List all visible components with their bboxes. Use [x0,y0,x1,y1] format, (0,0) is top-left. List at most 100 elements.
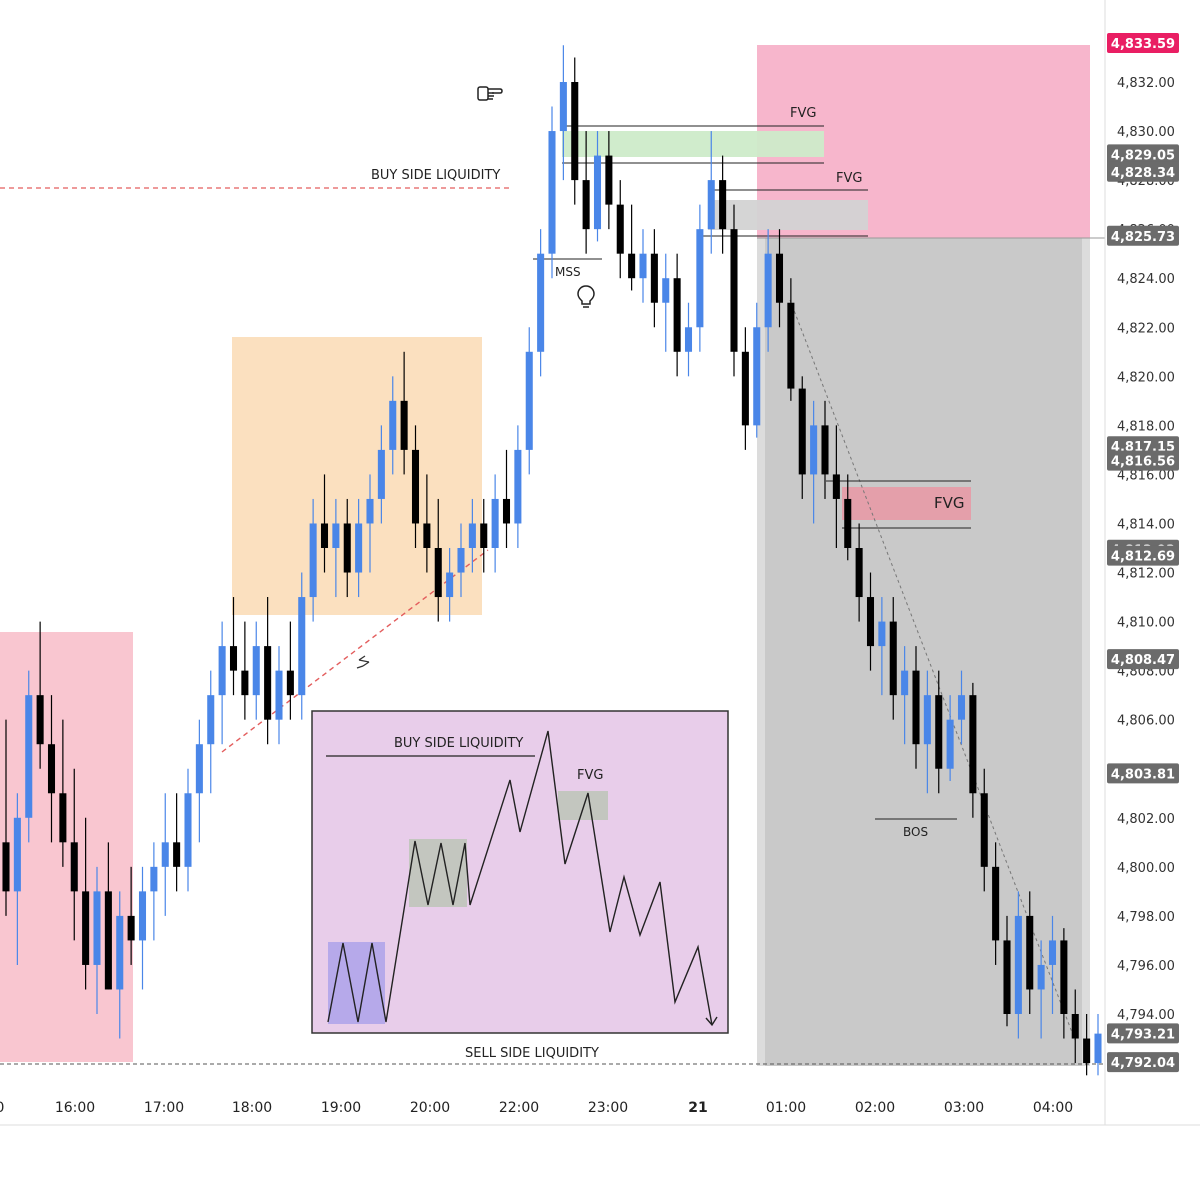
price-badge-label: 4,829.05 [1111,148,1175,163]
price-badge-label: 4,792.04 [1111,1056,1175,1071]
candle [684,302,693,377]
inset-price-path [327,730,713,1026]
candle [1037,940,1045,1039]
candle-body [662,278,670,303]
candle-body [389,400,397,450]
price-badge [1107,225,1179,246]
candle [662,253,670,352]
x-tick-label: 18:00 [232,1100,272,1116]
candle-body [923,695,931,745]
candle-body [13,817,21,892]
y-tick-label: 4,818.00 [1117,419,1175,434]
candle [1094,1014,1102,1076]
candle [127,866,135,965]
candle [514,425,522,548]
candle [25,670,33,843]
candle [1014,891,1022,1039]
candle-body [912,670,920,745]
candle [923,670,931,794]
candle-body [673,278,681,352]
candle [707,131,715,254]
inset-accumulation-box [328,942,385,1024]
price-badge [1107,1023,1179,1044]
candle [605,131,613,230]
candle [992,842,1000,965]
candle [184,768,192,892]
candle [491,474,499,573]
candle-body [1003,940,1011,1014]
candle [1071,989,1079,1064]
candle-body [775,253,784,303]
candle [730,204,738,377]
candle-body [195,744,203,794]
candle [639,229,647,303]
candle-body [286,670,294,696]
candle-body [320,523,329,548]
zones-layer [0,45,1090,1066]
candle [696,204,704,352]
candle-body [764,253,772,328]
candle-body [241,670,249,696]
inset-diagram: BUY SIDE LIQUIDITY FVG [311,710,729,1034]
candle [93,866,101,1014]
candle-body [93,891,101,965]
candle-body [423,523,431,548]
candle [82,817,90,990]
candle [275,646,283,745]
price-badge-label: 4,828.34 [1111,166,1175,181]
candle [844,474,852,561]
price-badge [1107,33,1179,54]
mss-label: MSS [555,265,581,279]
candle-body [855,548,863,598]
inset-buy-side-liquidity-label: BUY SIDE LIQUIDITY [394,736,523,751]
inset-fvg-label: FVG [577,768,603,783]
candle [502,449,511,548]
candle-body [1037,964,1045,990]
candle-body [1060,940,1068,1014]
candle-body [161,842,169,867]
x-tick-label: 22:00 [499,1100,539,1116]
candle [343,498,351,598]
y-tick-label: 4,830.00 [1117,125,1175,140]
x-tick-label: 23:00 [588,1100,628,1116]
sweep-icon [356,655,370,669]
candle-body [514,449,522,524]
y-tick-label: 4,800.00 [1117,861,1175,876]
candle [161,793,169,916]
candle-body [821,425,829,475]
candle [582,131,590,254]
candle [423,474,431,573]
price-badge [1107,545,1179,566]
candle-body [571,82,579,181]
candle-body [47,744,56,794]
candle [104,842,112,990]
candle [2,719,10,916]
candle [332,498,340,598]
candle-body [650,253,658,303]
candle-body [298,597,306,696]
candle [434,498,442,622]
x-tick-labels: 0 16:00 17:00 18:00 19:00 20:00 22:00 23:00 21 01… [0,1100,1073,1116]
y-tick-label: 4,806.00 [1117,714,1175,729]
candle-body [537,253,545,352]
price-badge [1107,144,1179,165]
candle [719,155,727,254]
x-tick-label: 04:00 [1033,1100,1073,1116]
candle [400,351,408,475]
candle-body [264,646,272,720]
candle [457,523,465,598]
candle [650,229,658,328]
orange-consolidation-zone [232,337,482,615]
candle [866,572,875,671]
x-tick-label: 02:00 [855,1100,895,1116]
candle [525,327,533,475]
candle [59,719,67,867]
candle [628,204,636,291]
candle-body [252,646,260,696]
candle-body [36,695,44,745]
price-badge-label: 4,833.59 [1111,37,1175,52]
candle-body [207,695,215,745]
candle-body [798,388,806,475]
